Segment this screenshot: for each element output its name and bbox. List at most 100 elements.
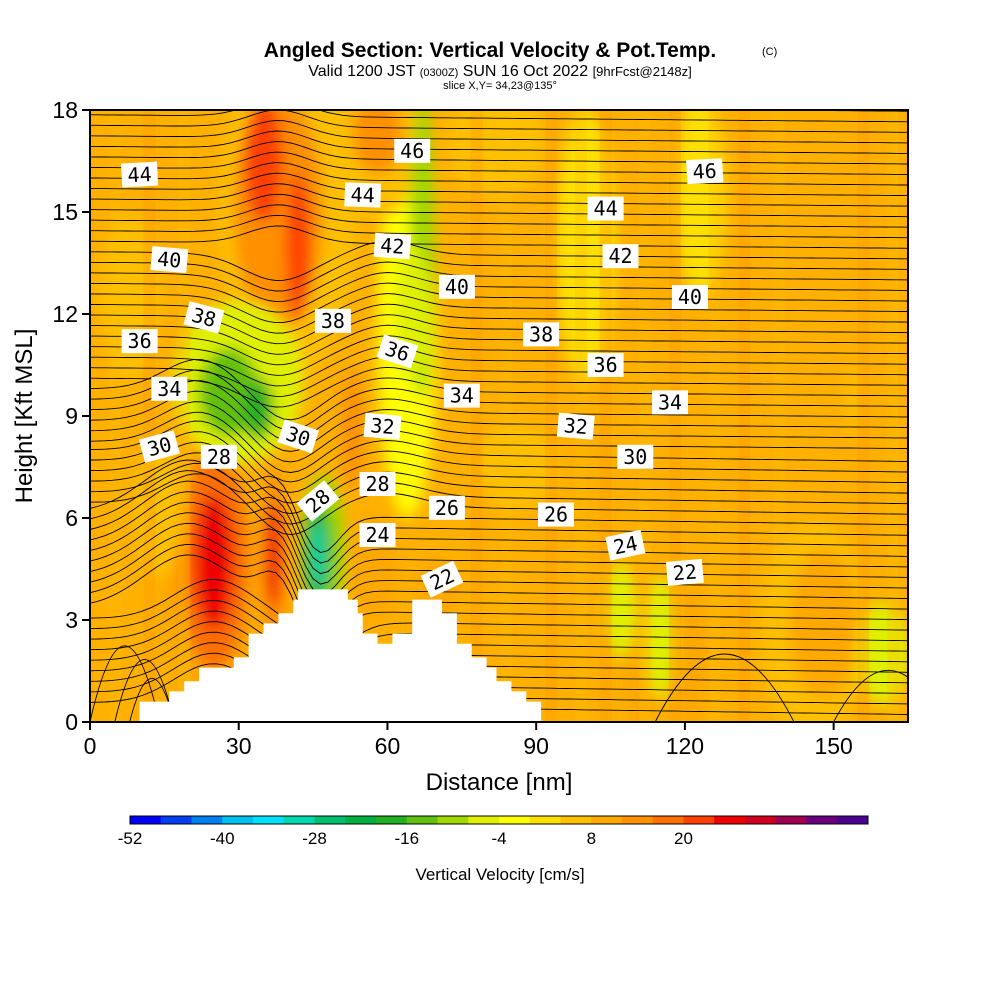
velocity-cell bbox=[858, 603, 908, 705]
contour-label-box bbox=[121, 329, 158, 354]
contour-label-box bbox=[420, 560, 464, 598]
contour-label-text: 38 bbox=[529, 322, 553, 346]
chart-title: Angled Section: Vertical Velocity & Pot.… bbox=[264, 39, 716, 62]
x-tick-label: 0 bbox=[84, 733, 97, 759]
colorbar-tick-label: -52 bbox=[118, 829, 143, 848]
contour-label: 36 bbox=[587, 353, 624, 377]
theta-contour bbox=[90, 522, 908, 617]
colorbar-swatch bbox=[714, 816, 746, 824]
theta-contour bbox=[90, 631, 908, 702]
theta-contour bbox=[90, 261, 908, 303]
colorbar-swatch bbox=[775, 816, 807, 824]
y-tick-label: 3 bbox=[65, 607, 78, 633]
theta-contour bbox=[654, 653, 795, 722]
contour-label: 22 bbox=[665, 558, 704, 586]
theta-contour bbox=[90, 610, 908, 681]
velocity-streak bbox=[545, 110, 558, 722]
contour-label: 34 bbox=[443, 383, 480, 408]
theta-contour bbox=[90, 543, 908, 638]
theta-contour bbox=[90, 366, 908, 408]
contour-label-text: 32 bbox=[369, 413, 395, 439]
theta-contour bbox=[90, 335, 908, 376]
theta-contour bbox=[90, 380, 908, 442]
y-axis-label: Height [Kft MSL] bbox=[11, 329, 38, 504]
velocity-cell bbox=[199, 348, 259, 437]
theta-contour bbox=[90, 303, 908, 345]
theta-contour bbox=[90, 120, 908, 144]
theta-contour bbox=[90, 645, 160, 722]
contour-label-text: 46 bbox=[692, 159, 717, 184]
contour-label: 30 bbox=[617, 444, 654, 469]
x-axis-label: Distance [nm] bbox=[426, 769, 573, 796]
y-tick-label: 0 bbox=[65, 709, 78, 735]
contour-label: 44 bbox=[587, 196, 624, 221]
theta-contour bbox=[90, 293, 908, 334]
colorbar-tick-label: -40 bbox=[210, 829, 235, 848]
theta-contour bbox=[90, 172, 908, 197]
contour-label-text: 40 bbox=[156, 247, 182, 273]
contour-label-box bbox=[587, 196, 624, 221]
velocity-streak bbox=[668, 110, 681, 722]
y-tick-label: 15 bbox=[52, 199, 78, 225]
contour-label-text: 32 bbox=[563, 413, 589, 439]
colorbar-swatch bbox=[745, 816, 777, 824]
colorbar-swatch bbox=[406, 816, 438, 824]
contour-label-box bbox=[120, 161, 159, 188]
theta-contour bbox=[90, 473, 908, 536]
contour-label-text: 36 bbox=[594, 353, 618, 377]
contour-label-text: 44 bbox=[350, 183, 375, 208]
contour-label-text: 22 bbox=[672, 559, 698, 585]
colorbar-swatch bbox=[345, 816, 377, 824]
colorbar-swatch bbox=[683, 816, 715, 824]
theta-contour bbox=[90, 251, 908, 292]
contour-label-text: 30 bbox=[623, 445, 647, 469]
chart-title-suffix: (C) bbox=[762, 46, 777, 58]
x-tick-label: 30 bbox=[226, 733, 252, 759]
theta-contour bbox=[90, 369, 908, 431]
contour-label: 38 bbox=[314, 308, 351, 333]
contour-label-box bbox=[671, 285, 708, 309]
velocity-cell bbox=[352, 110, 403, 175]
contour-label-box bbox=[138, 430, 180, 463]
contour-label: 24 bbox=[359, 523, 396, 547]
contour-label-box bbox=[523, 322, 560, 347]
theta-contour bbox=[90, 390, 908, 452]
contour-label-box bbox=[686, 158, 724, 185]
contour-label-text: 34 bbox=[157, 377, 181, 401]
velocity-streak bbox=[108, 110, 121, 722]
contour-label-text: 44 bbox=[594, 197, 618, 221]
y-tick-label: 9 bbox=[65, 403, 78, 429]
contour-label-text: 34 bbox=[450, 384, 474, 408]
contour-label-box bbox=[373, 232, 412, 260]
contour-label-box bbox=[556, 412, 595, 440]
theta-contour bbox=[90, 324, 908, 366]
theta-contour bbox=[90, 420, 908, 483]
colorbar-swatch bbox=[253, 816, 285, 824]
forecast-tag: [9hrFcst@2148z] bbox=[593, 64, 692, 79]
velocity-cell bbox=[789, 548, 859, 699]
y-axis: 0 3 6 9 12 15 18 bbox=[52, 97, 90, 735]
contour-label-text: 28 bbox=[365, 472, 389, 496]
theta-contour bbox=[114, 659, 175, 722]
contour-label-box bbox=[296, 480, 340, 522]
theta-contour bbox=[90, 240, 908, 281]
contour-label: 40 bbox=[438, 274, 475, 299]
y-tick-label: 12 bbox=[52, 301, 78, 327]
contour-label: 46 bbox=[686, 158, 724, 185]
colorbar-swatch bbox=[222, 816, 254, 824]
velocity-cell bbox=[194, 494, 234, 631]
contour-label-box bbox=[538, 502, 574, 527]
colorbar-swatch bbox=[314, 816, 346, 824]
theta-contour bbox=[710, 110, 908, 112]
colorbar-swatch bbox=[499, 816, 531, 824]
theta-contour bbox=[90, 151, 908, 175]
theta-contour bbox=[90, 356, 908, 397]
theta-contour bbox=[90, 491, 908, 585]
contour-label-text: 26 bbox=[544, 503, 568, 527]
theta-contour bbox=[90, 162, 908, 186]
contour-label: 30 bbox=[138, 430, 180, 463]
velocity-cell bbox=[556, 110, 616, 382]
contour-label-box bbox=[344, 182, 382, 208]
theta-contour bbox=[90, 345, 908, 387]
contour-label-box bbox=[359, 472, 396, 496]
